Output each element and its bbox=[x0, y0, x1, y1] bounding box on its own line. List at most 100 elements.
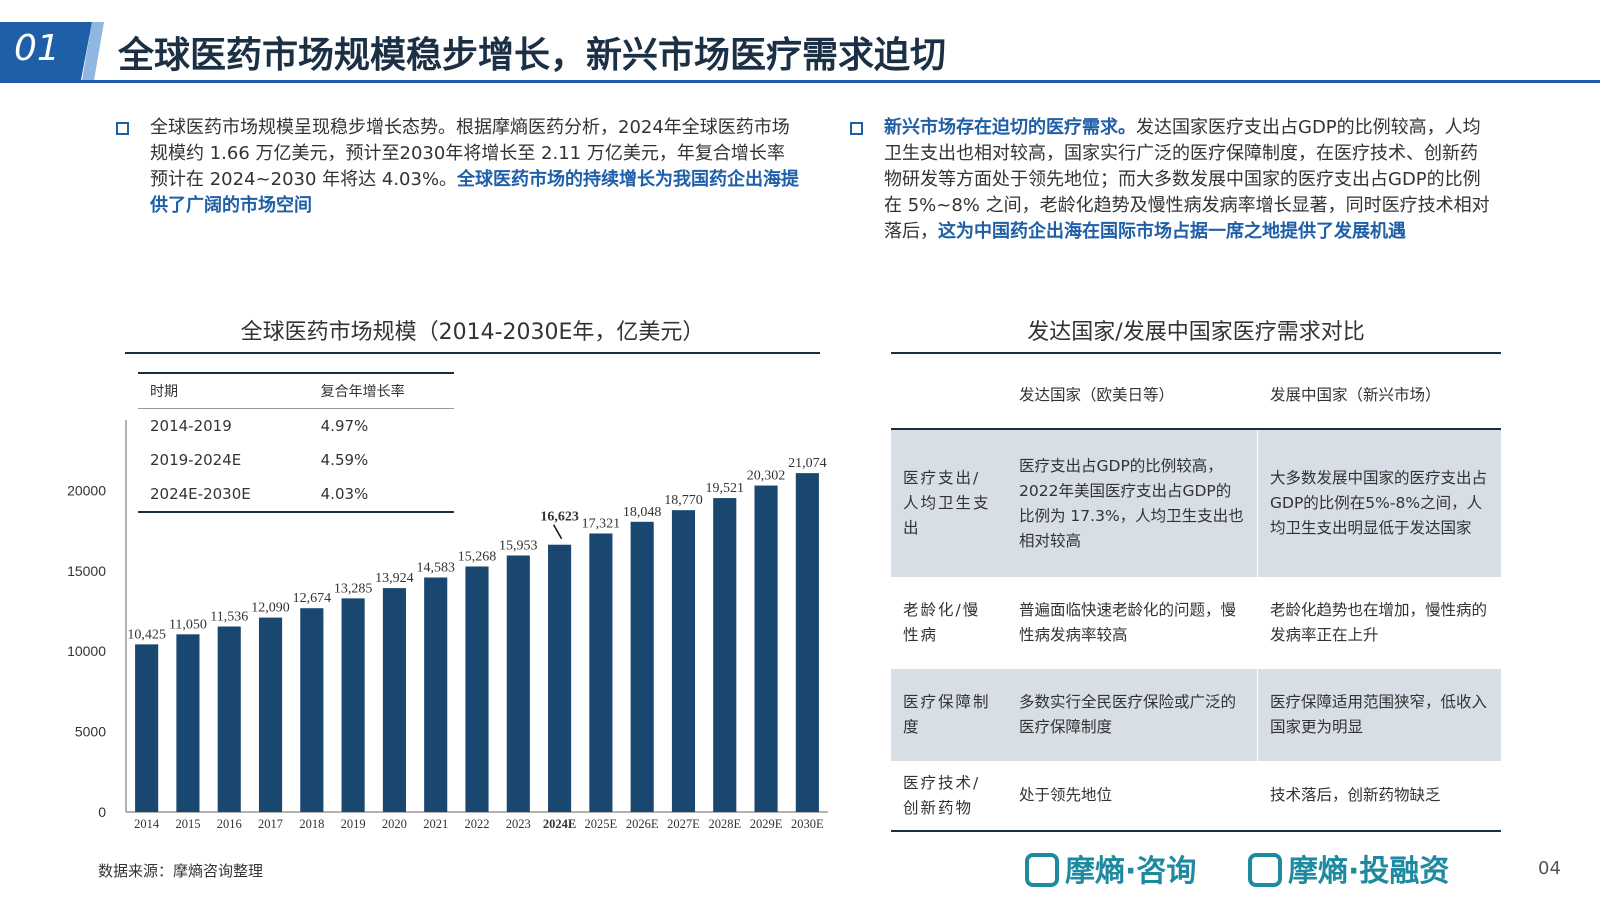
right-bullet: 新兴市场存在迫切的医疗需求。发达国家医疗支出占GDP的比例较高，人均卫生支出也相… bbox=[850, 115, 1494, 245]
x-tick-label: 2025E bbox=[585, 817, 618, 831]
compare-row-label: 医疗保障制度 bbox=[891, 669, 1007, 761]
bar bbox=[671, 510, 696, 812]
bar-value-label: 15,953 bbox=[499, 538, 538, 553]
bar-value-label: 12,674 bbox=[293, 591, 332, 606]
compare-header-blank bbox=[891, 362, 1007, 429]
x-tick-label: 2026E bbox=[626, 817, 659, 831]
right-bullet-lead: 新兴市场存在迫切的医疗需求。 bbox=[884, 117, 1136, 138]
x-tick-label: 2030E bbox=[791, 817, 824, 831]
bar-value-label: 19,521 bbox=[706, 481, 745, 496]
bar bbox=[300, 608, 324, 812]
compare-developed-cell: 医疗支出占GDP的比例较高，2022年美国医疗支出占GDP的比例为 17.3%，… bbox=[1007, 429, 1258, 577]
rate-row: 2014-2019 4.97% bbox=[138, 408, 454, 444]
left-bullet: 全球医药市场规模呈现稳步增长态势。根据摩熵医药分析，2024年全球医药市场规模约… bbox=[116, 115, 800, 219]
left-bullet-highlight: 全球医药市场的持续增长为我国药企出海提供了广阔的市场空间 bbox=[150, 169, 800, 216]
x-tick-label: 2027E bbox=[667, 817, 700, 831]
compare-developing-cell: 老龄化趋势也在增加，慢性病的发病率正在上升 bbox=[1270, 601, 1488, 644]
bar bbox=[424, 577, 448, 812]
compare-developing-cell: 技术落后，创新药物缺乏 bbox=[1257, 761, 1501, 832]
rate-period: 2019-2024E bbox=[150, 451, 242, 469]
compare-title: 发达国家/发展中国家医疗需求对比 bbox=[1027, 320, 1365, 345]
logo-consulting: 摩熵·咨询 bbox=[1025, 846, 1196, 890]
chart-title: 全球医药市场规模（2014-2030E年，亿美元） bbox=[240, 320, 705, 345]
moshang-logo-icon bbox=[1025, 853, 1059, 887]
compare-header-developing: 发展中国家（新兴市场） bbox=[1270, 385, 1441, 404]
bar-value-label: 18,048 bbox=[623, 505, 662, 520]
bar bbox=[795, 473, 819, 812]
x-tick-label: 2021 bbox=[423, 817, 448, 831]
bar-value-label: 17,321 bbox=[582, 516, 621, 531]
logo-investment-text: 摩熵·投融资 bbox=[1288, 854, 1450, 889]
x-tick-label: 2016 bbox=[217, 817, 242, 831]
x-tick-label: 2022 bbox=[465, 817, 490, 831]
left-bullet-text: 全球医药市场规模呈现稳步增长态势。根据摩熵医药分析，2024年全球医药市场规模约… bbox=[150, 117, 790, 190]
bar bbox=[465, 566, 489, 812]
page-number: 04 bbox=[1538, 858, 1561, 879]
growth-rate-table: 时期 复合年增长率 2014-2019 4.97% 2019-2024E 4.5… bbox=[138, 372, 454, 513]
logo-investment: 摩熵·投融资 bbox=[1248, 846, 1449, 890]
bar-value-label: 20,302 bbox=[747, 469, 786, 484]
y-tick-label: 15000 bbox=[67, 563, 106, 579]
right-bullet-highlight: 这为中国药企出海在国际市场占据一席之地提供了发展机遇 bbox=[938, 221, 1406, 242]
compare-developed-cell: 处于领先地位 bbox=[1007, 761, 1258, 832]
header-divider bbox=[0, 80, 1600, 83]
bar-value-label: 16,623 bbox=[540, 510, 579, 525]
bar bbox=[258, 617, 283, 812]
x-tick-label: 2028E bbox=[708, 817, 741, 831]
y-tick-label: 10000 bbox=[67, 643, 106, 659]
bar-value-label: 18,770 bbox=[664, 493, 703, 508]
compare-developed-cell: 多数实行全民医疗保险或广泛的医疗保障制度 bbox=[1007, 669, 1258, 761]
bar-value-label: 11,050 bbox=[169, 617, 207, 632]
moshang-logo-icon bbox=[1248, 853, 1282, 887]
bar bbox=[754, 485, 778, 812]
rate-row: 2024E-2030E 4.03% bbox=[138, 477, 454, 512]
y-tick-label: 5000 bbox=[75, 724, 106, 740]
rate-period: 2014-2019 bbox=[150, 417, 232, 435]
rate-table-header: 时期 复合年增长率 bbox=[138, 373, 454, 409]
page-title: 全球医药市场规模稳步增长，新兴市场医疗需求迫切 bbox=[118, 35, 947, 76]
bar bbox=[506, 555, 530, 812]
x-tick-label: 2014 bbox=[134, 817, 160, 831]
compare-developing-cell: 大多数发展中国家的医疗支出占GDP的比例在5%-8%之间，人均卫生支出明显低于发… bbox=[1257, 429, 1501, 577]
bar bbox=[713, 498, 737, 812]
rate-period: 2024E-2030E bbox=[150, 485, 251, 503]
rate-header-period: 时期 bbox=[150, 384, 178, 400]
compare-row-label: 医疗支出/人均卫生支出 bbox=[891, 429, 1007, 577]
bar-value-label: 11,536 bbox=[210, 610, 248, 625]
rate-value: 4.03% bbox=[320, 485, 369, 503]
bar bbox=[176, 634, 200, 812]
data-source: 数据来源：摩熵咨询整理 bbox=[98, 862, 264, 880]
bar bbox=[382, 588, 406, 812]
square-bullet-icon bbox=[850, 122, 863, 135]
bar-value-label: 13,924 bbox=[375, 571, 414, 586]
bar bbox=[135, 644, 159, 812]
section-number: 01 bbox=[14, 28, 60, 69]
x-tick-label: 2020 bbox=[382, 817, 407, 831]
compare-row: 医疗技术/创新药物 处于领先地位 技术落后，创新药物缺乏 bbox=[891, 761, 1501, 832]
rate-value: 4.97% bbox=[320, 417, 369, 435]
comparison-table: 发达国家（欧美日等） 发展中国家（新兴市场） 医疗支出/人均卫生支出 医疗支出占… bbox=[891, 362, 1501, 832]
compare-row-label: 医疗技术/创新药物 bbox=[891, 761, 1007, 832]
compare-developing-cell: 医疗保障适用范围狭窄，低收入国家更为明显 bbox=[1257, 669, 1501, 761]
rate-row: 2019-2024E 4.59% bbox=[138, 443, 454, 477]
x-tick-label: 2017 bbox=[258, 817, 283, 831]
y-tick-label: 0 bbox=[98, 804, 106, 820]
bar bbox=[589, 533, 613, 812]
callout-line bbox=[552, 524, 563, 540]
rate-header-cagr: 复合年增长率 bbox=[320, 384, 405, 400]
logo-consulting-text: 摩熵·咨询 bbox=[1065, 854, 1197, 889]
compare-row: 医疗支出/人均卫生支出 医疗支出占GDP的比例较高，2022年美国医疗支出占GD… bbox=[891, 429, 1501, 577]
compare-row: 医疗保障制度 多数实行全民医疗保险或广泛的医疗保障制度 医疗保障适用范围狭窄，低… bbox=[891, 669, 1501, 761]
bar bbox=[630, 521, 654, 812]
bar-value-label: 13,285 bbox=[334, 581, 373, 596]
bar bbox=[341, 598, 365, 812]
compare-header-row: 发达国家（欧美日等） 发展中国家（新兴市场） bbox=[891, 362, 1501, 429]
compare-developed-cell: 普遍面临快速老龄化的问题，慢性病发病率较高 bbox=[1007, 577, 1258, 669]
square-bullet-icon bbox=[116, 122, 129, 135]
bar-value-label: 10,425 bbox=[127, 627, 166, 642]
bar-value-label: 14,583 bbox=[416, 561, 455, 576]
chart-title-rule bbox=[125, 352, 820, 354]
x-tick-label: 2019 bbox=[341, 817, 366, 831]
compare-header-developed: 发达国家（欧美日等） bbox=[1007, 362, 1258, 429]
